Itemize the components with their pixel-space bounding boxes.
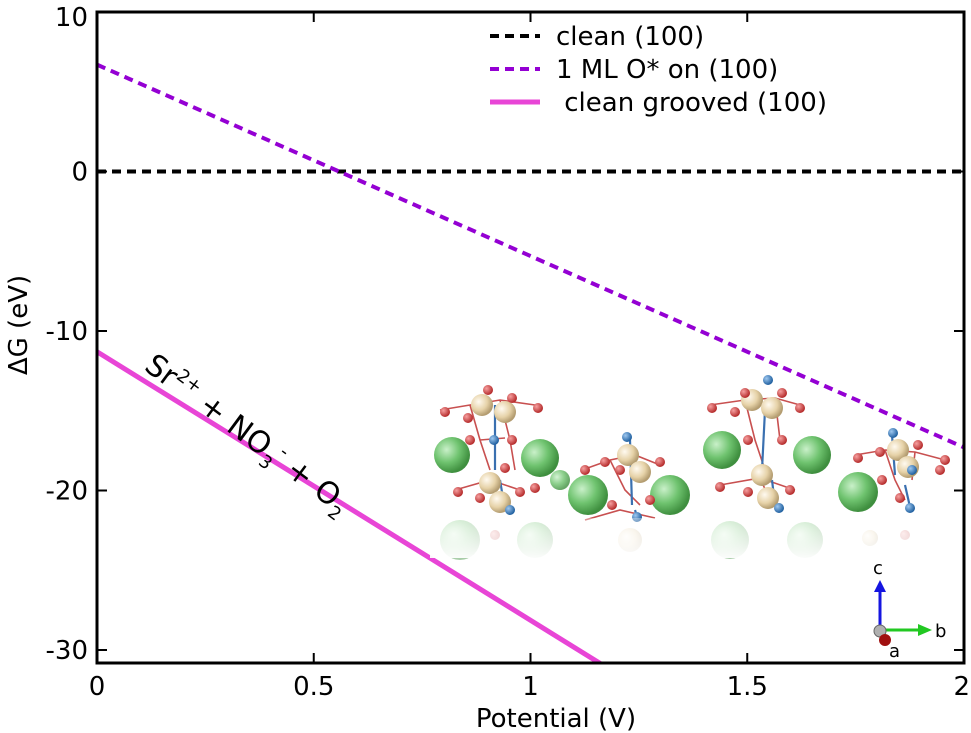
reaction-annotation: Sr2+ + NO3- + O2	[135, 346, 357, 525]
y-tick-label: -10	[46, 317, 88, 347]
x-tick-label: 0	[89, 672, 106, 702]
x-tick-label: 0.5	[293, 672, 334, 702]
legend-label-0: clean (100)	[556, 22, 704, 52]
x-axis-label: Potential (V)	[476, 704, 636, 733]
y-tick-label: -20	[46, 477, 88, 507]
series-line-2	[97, 349, 605, 663]
legend: clean (100)1 ML O* on (100) clean groove…	[490, 22, 827, 118]
x-tick-label: 2	[953, 672, 970, 702]
compass-label-b: b	[935, 621, 946, 642]
y-tick-label: 0	[71, 158, 88, 188]
oxygen-atoms	[440, 385, 950, 510]
series-line-1	[97, 62, 964, 450]
annot-sr: Sr	[138, 347, 185, 394]
x-tick-label: 1	[522, 672, 539, 702]
lattice-axes-compass: c b a	[873, 558, 946, 662]
legend-label-2: clean grooved (100)	[556, 88, 827, 118]
x-tick-label: 1.5	[727, 672, 768, 702]
y-axis-label: ΔG (eV)	[4, 275, 34, 375]
compass-label-a: a	[889, 641, 900, 662]
annot-no: + NO	[185, 382, 278, 464]
crystal-structure-inset	[430, 375, 960, 560]
metal-atoms	[471, 389, 919, 513]
legend-label-1: 1 ML O* on (100)	[556, 55, 778, 85]
plot-frame	[95, 10, 966, 665]
sr-atoms	[434, 431, 878, 515]
y-tick-label: -30	[46, 636, 88, 666]
ticks-layer: 0 0.5 1 1.5 2 10 0 -10 -20 -30	[46, 3, 970, 702]
y-tick-label: 10	[55, 3, 88, 33]
series-layer	[97, 62, 964, 663]
compass-label-c: c	[873, 558, 883, 579]
